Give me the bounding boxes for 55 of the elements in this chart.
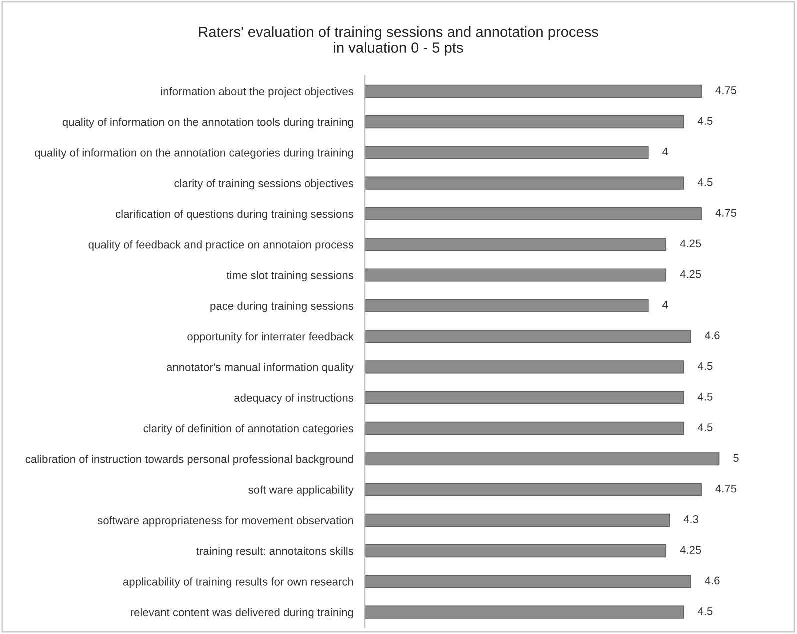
- bar: [365, 452, 720, 466]
- y-tick-label: information about the project objectives: [161, 87, 354, 98]
- bar: [365, 514, 670, 527]
- bar: [365, 299, 649, 312]
- data-label: 4.5: [698, 424, 713, 432]
- bar: [365, 606, 684, 619]
- data-label: 4.5: [698, 393, 713, 401]
- bar: [365, 146, 649, 160]
- data-label: 4.25: [680, 546, 702, 554]
- bar: [365, 238, 667, 252]
- y-tick-label: annotator's manual information quality: [166, 363, 354, 374]
- y-tick-label: pace during training sessions: [210, 302, 354, 312]
- y-tick-label: clarity of training sessions objectives: [174, 179, 354, 190]
- chart-title: Raters' evaluation of training sessions and annotation process in valuation 0 - 5 pts: [199, 26, 598, 56]
- bar: [365, 115, 684, 129]
- y-tick-label: training result: annotaitons skills: [196, 547, 354, 558]
- y-tick-label: soft ware applicability: [248, 486, 354, 496]
- data-label: 4: [662, 301, 668, 309]
- data-label: 4.5: [698, 362, 713, 370]
- y-tick-label: quality of feedback and practice on annotaion process: [88, 240, 354, 251]
- data-label: 4.5: [698, 117, 713, 126]
- bar: [365, 330, 692, 344]
- data-label: 4.3: [684, 516, 699, 524]
- y-tick-label: calibration of instruction towards personal professional background: [26, 455, 354, 466]
- data-label: 4.6: [705, 332, 720, 340]
- bar: [365, 268, 667, 282]
- data-label: 4.75: [716, 86, 737, 94]
- bar: [365, 422, 684, 436]
- bar: [365, 176, 684, 190]
- y-tick-label: applicability of training results for own research: [123, 578, 354, 588]
- y-tick-label: clarification of questions during training sessions: [116, 210, 354, 220]
- data-label: 4: [662, 148, 668, 156]
- y-tick-label: adequacy of instructions: [234, 394, 354, 404]
- y-tick-label: clarity of definition of annotation categories: [144, 424, 354, 435]
- bar: [365, 391, 684, 404]
- bar: [365, 544, 667, 558]
- data-label: 4.5: [698, 178, 713, 186]
- data-label: 4.5: [698, 608, 713, 616]
- bar: [365, 483, 702, 496]
- bar: [365, 84, 702, 98]
- data-label: 4.6: [705, 576, 720, 585]
- y-tick-label: quality of information on the annotation categories during training: [35, 148, 354, 160]
- y-tick-label: relevant content was delivered during training: [131, 608, 354, 619]
- y-tick-label: quality of information on the annotation tools during training: [62, 118, 354, 128]
- data-label: 5: [734, 454, 739, 462]
- data-label: 4.25: [680, 240, 702, 248]
- y-tick-label: time slot training sessions: [226, 271, 354, 282]
- bar: [365, 360, 684, 374]
- bar: [365, 207, 702, 221]
- data-label: 4.75: [716, 209, 737, 217]
- y-tick-label: software appropriateness for movement observation: [98, 516, 354, 527]
- y-tick-label: opportunity for interrater feedback: [188, 332, 354, 343]
- data-label: 4.75: [716, 484, 737, 493]
- data-label: 4.25: [680, 270, 702, 278]
- bar: [365, 575, 692, 588]
